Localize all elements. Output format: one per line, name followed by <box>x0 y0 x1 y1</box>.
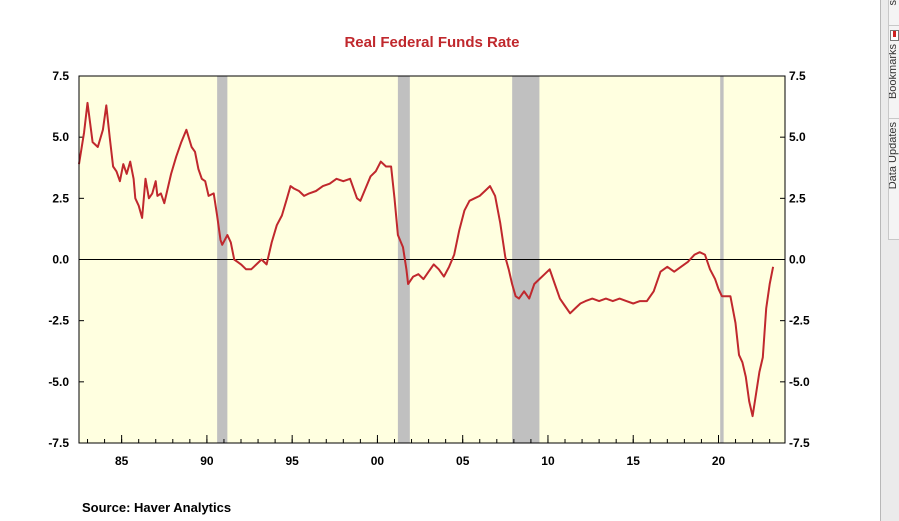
bookmark-icon[interactable] <box>890 30 899 41</box>
side-tab-s[interactable]: s <box>889 0 899 22</box>
x-tick-label: 00 <box>371 454 385 468</box>
side-tab-data-updates-label: Data Updates <box>889 122 899 190</box>
x-tick-label: 05 <box>456 454 470 468</box>
tab-separator <box>889 118 899 119</box>
x-tick-label: 90 <box>200 454 214 468</box>
y-tick-label-left: 7.5 <box>52 69 69 83</box>
chart-title: Real Federal Funds Rate <box>344 34 519 51</box>
x-tick-label: 20 <box>712 454 726 468</box>
y-tick-label-right: 2.5 <box>789 191 806 205</box>
side-tab-data-updates[interactable]: Data Updates <box>889 122 899 230</box>
y-tick-label-right: 7.5 <box>789 69 806 83</box>
y-tick-label-left: -2.5 <box>48 314 69 328</box>
y-tick-label-right: -7.5 <box>789 436 810 450</box>
chart-source: Source: Haver Analytics <box>82 500 231 515</box>
side-tab-bookmarks-label: Bookmarks <box>889 44 899 100</box>
tab-separator <box>889 25 899 26</box>
x-tick-label: 10 <box>541 454 555 468</box>
plot-frame <box>78 75 786 444</box>
x-tick-label: 85 <box>115 454 129 468</box>
y-tick-label-left: -5.0 <box>48 375 69 389</box>
series-line <box>78 101 775 418</box>
x-tick-label: 95 <box>285 454 299 468</box>
y-tick-label-right: -5.0 <box>789 375 810 389</box>
y-tick-label-right: -2.5 <box>789 314 810 328</box>
y-tick-label-left: 0.0 <box>52 253 69 267</box>
y-tick-label-left: -7.5 <box>48 436 69 450</box>
y-tick-label-left: 2.5 <box>52 191 69 205</box>
plot-layer: 7.5 7.5 5.0 5.0 2.5 2.5 0.0 0.0 -2.5 -2.5 -5.0 -5.0… <box>48 69 810 468</box>
side-tab-s-label: s <box>889 0 899 6</box>
chart-svg: Real Federal Funds Rate 7.5 7.5 5.0 5.0 2.5 2… <box>48 34 810 515</box>
y-tick-label-right: 5.0 <box>789 130 806 144</box>
side-tab-bookmarks[interactable]: Bookmarks <box>889 44 899 115</box>
y-tick-label-right: 0.0 <box>789 253 806 267</box>
side-tab-strip: s Bookmarks Data Updates <box>888 0 899 240</box>
chart-area: Real Federal Funds Rate 7.5 7.5 5.0 5.0 2.5 2… <box>48 34 811 515</box>
y-tick-label-left: 5.0 <box>52 130 69 144</box>
x-tick-label: 15 <box>627 454 641 468</box>
